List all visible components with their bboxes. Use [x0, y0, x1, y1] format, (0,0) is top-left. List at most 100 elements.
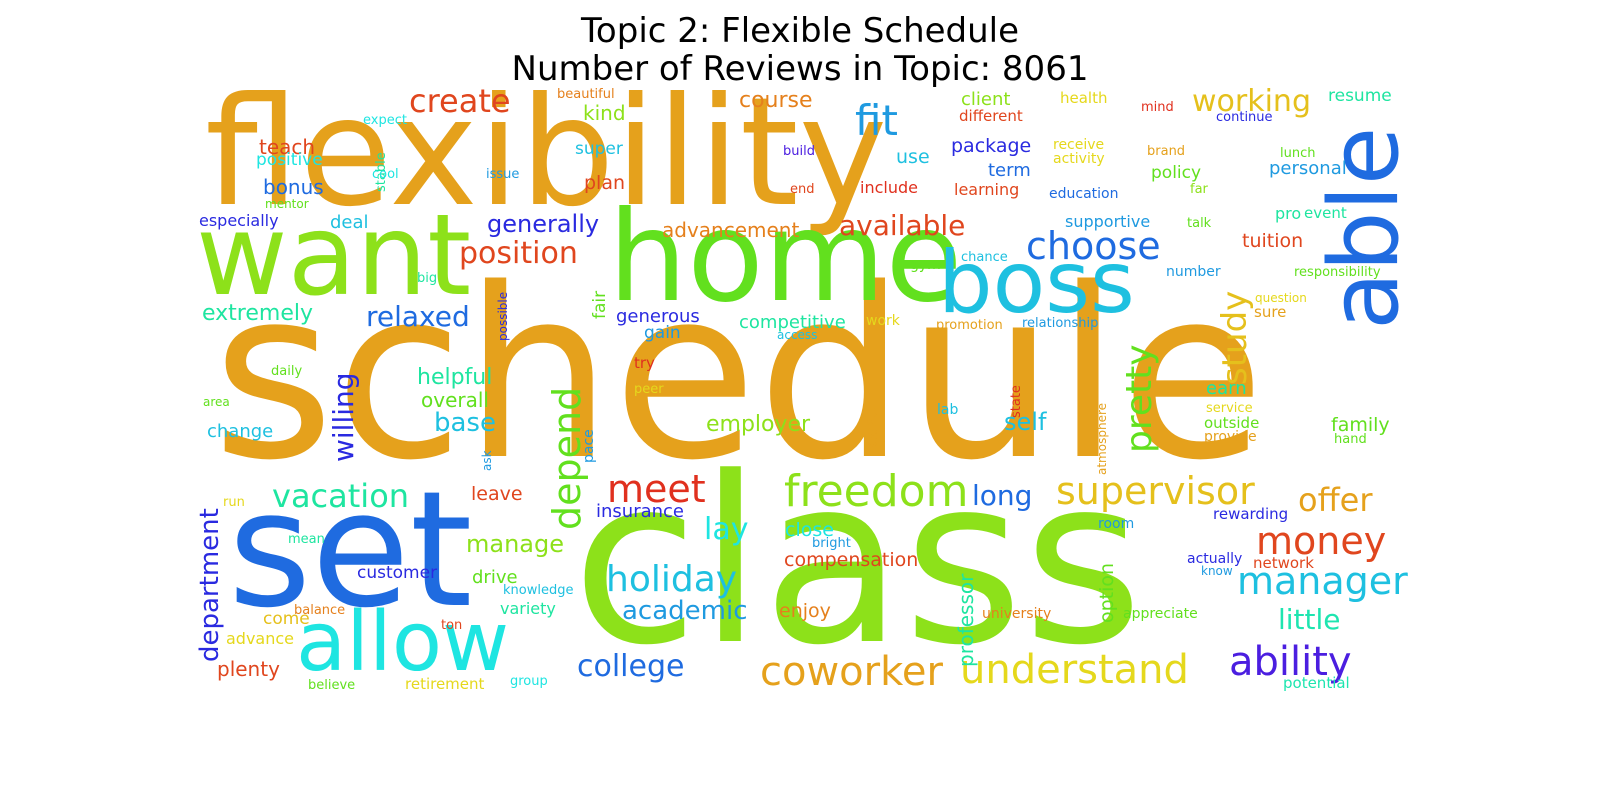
word-issue: issue [486, 167, 520, 182]
word-chance: chance [961, 250, 1008, 265]
word-set: set [228, 456, 473, 643]
figure-title: Topic 2: Flexible Schedule Number of Rev… [0, 12, 1600, 88]
word-room: room [1098, 516, 1135, 532]
word-area: area [203, 395, 230, 409]
word-university: university [982, 606, 1052, 622]
word-extremely: extremely [202, 301, 313, 326]
word-generally: generally [487, 210, 600, 238]
word-ability: ability [1229, 639, 1352, 685]
word-cool: cool [372, 167, 399, 182]
word-number: number [1166, 264, 1221, 280]
word-mean: mean [288, 532, 325, 547]
word-client: client [961, 89, 1011, 110]
word-package: package [951, 135, 1032, 157]
word-helpful: helpful [417, 365, 493, 390]
word-generous: generous [616, 306, 700, 327]
word-different: different [959, 107, 1023, 125]
title-line-2: Number of Reviews in Topic: 8061 [511, 49, 1089, 89]
word-lay: lay [704, 512, 749, 547]
word-group: group [510, 674, 548, 689]
word-network: network [1253, 554, 1314, 572]
word-manage: manage [466, 530, 565, 558]
word-work: work [866, 313, 900, 329]
word-deal: deal [330, 212, 369, 233]
word-supportive: supportive [1065, 212, 1151, 231]
word-learning: learning [954, 180, 1020, 199]
word-kind: kind [583, 101, 626, 125]
word-actually: actually [1187, 551, 1243, 567]
word-long: long [972, 479, 1033, 512]
word-compensation: compensation [784, 549, 919, 571]
word-plenty: plenty [217, 657, 280, 681]
word-education: education [1049, 186, 1119, 202]
word-tuition: tuition [1242, 230, 1304, 252]
word-base: base [434, 408, 496, 438]
word-relationship: relationship [1022, 316, 1099, 331]
word-ask: ask [480, 450, 494, 471]
word-use: use [896, 146, 930, 168]
word-far: far [1190, 182, 1208, 197]
word-available: available [839, 209, 966, 242]
word-want: want [196, 191, 472, 321]
word-gym: gym [910, 257, 941, 273]
word-atmosphere: atmosphere [1095, 403, 1109, 475]
word-brand: brand [1147, 144, 1186, 159]
word-offer: offer [1298, 481, 1373, 519]
word-professor: professor [954, 573, 978, 667]
word-potential: potential [1283, 674, 1350, 692]
word-plan: plan [584, 172, 626, 194]
word-study: study [1215, 290, 1255, 385]
word-knowledge: knowledge [503, 583, 574, 598]
word-willing: willing [327, 372, 360, 462]
word-drive: drive [472, 567, 518, 588]
word-run: run [223, 495, 245, 510]
word-self: self [1004, 408, 1047, 436]
word-receive: receive [1053, 137, 1105, 153]
word-create: create [409, 82, 511, 120]
word-little: little [1278, 603, 1341, 636]
word-policy: policy [1151, 163, 1202, 183]
word-believe: believe [308, 678, 356, 693]
word-advance: advance [226, 629, 295, 648]
word-term: term [988, 160, 1031, 181]
word-expect: expect [363, 113, 407, 128]
word-pretty: pretty [1119, 344, 1160, 453]
word-competitive: competitive [739, 312, 846, 333]
word-lab: lab [937, 402, 959, 418]
word-state: state [1009, 385, 1024, 418]
word-ton: ton [441, 618, 463, 633]
word-reason: reason [862, 396, 882, 454]
word-personal: personal [1269, 158, 1347, 179]
word-possible: possible [496, 291, 510, 341]
word-peer: peer [634, 382, 664, 397]
word-especially: especially [199, 211, 279, 230]
word-home: home [608, 185, 963, 330]
word-freedom: freedom [784, 466, 969, 517]
title-line-1: Topic 2: Flexible Schedule [580, 11, 1020, 51]
word-big: big [417, 271, 438, 286]
word-money: money [1256, 519, 1387, 563]
word-health: health [1060, 89, 1108, 107]
word-resume: resume [1328, 86, 1392, 106]
word-holiday: holiday [606, 559, 738, 600]
word-flexibility: flexibility [205, 66, 888, 240]
word-insurance: insurance [596, 501, 685, 522]
word-retirement: retirement [405, 675, 485, 693]
word-service: service [1206, 401, 1253, 416]
word-positive: positive [256, 150, 323, 170]
word-customer: customer [357, 563, 438, 583]
word-college: college [577, 649, 685, 684]
word-pace: pace [581, 429, 597, 463]
word-fit: fit [855, 96, 898, 145]
word-boss: boss [938, 233, 1135, 333]
word-responsibility: responsibility [1294, 265, 1381, 280]
word-option: option [1096, 562, 1118, 623]
word-close: close [785, 519, 834, 541]
word-end: end [790, 182, 815, 197]
word-outside: outside [1204, 414, 1260, 432]
word-position: position [459, 236, 578, 271]
word-teach: teach [259, 135, 316, 159]
word-mentor: mentor [265, 197, 309, 211]
word-class: class [572, 429, 1143, 696]
